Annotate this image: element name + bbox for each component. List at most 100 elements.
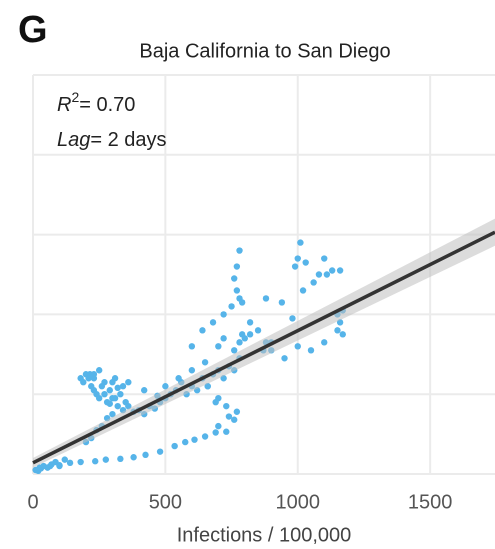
point	[95, 367, 103, 374]
x-tick-label: 0	[27, 491, 38, 513]
point	[328, 267, 336, 274]
point	[254, 327, 262, 334]
point	[111, 375, 119, 382]
point	[90, 371, 98, 378]
point	[188, 367, 196, 374]
point	[231, 275, 238, 282]
point	[125, 379, 132, 386]
point	[294, 343, 301, 350]
r-symbol: R	[57, 94, 71, 116]
point	[101, 391, 108, 398]
point	[109, 394, 116, 402]
lag: Lag= 2 days	[57, 129, 167, 151]
point	[77, 458, 84, 466]
point	[238, 331, 246, 338]
x-tick-label: 500	[149, 491, 182, 513]
point	[101, 379, 108, 386]
r-squared: R2= 0.70	[57, 89, 135, 117]
point	[175, 375, 182, 382]
point	[294, 255, 301, 262]
point	[323, 271, 331, 278]
point	[233, 408, 241, 415]
point	[188, 343, 196, 350]
point	[106, 400, 113, 407]
point	[231, 347, 238, 354]
r-exponent: 2	[71, 89, 79, 105]
point	[142, 451, 149, 459]
x-axis-label: Infections / 100,000	[177, 524, 352, 546]
point	[52, 458, 59, 466]
point	[109, 410, 116, 418]
point	[125, 402, 132, 410]
point	[339, 331, 346, 338]
point	[236, 247, 243, 254]
point	[215, 343, 222, 350]
point	[246, 331, 254, 338]
point	[199, 327, 206, 334]
point	[215, 422, 222, 430]
point	[130, 454, 137, 461]
confidence-band	[33, 218, 495, 468]
point	[223, 428, 230, 435]
point	[66, 459, 74, 467]
point	[321, 339, 328, 346]
point	[102, 456, 110, 463]
point	[302, 259, 309, 266]
point	[297, 239, 304, 246]
point	[278, 299, 286, 306]
point	[212, 398, 219, 406]
point	[223, 402, 230, 410]
point	[117, 455, 124, 463]
point	[201, 359, 209, 366]
point	[225, 413, 233, 420]
point	[106, 387, 113, 394]
point	[80, 379, 87, 386]
point	[220, 335, 227, 342]
point	[246, 319, 254, 326]
point	[156, 448, 164, 455]
point	[315, 271, 323, 278]
point	[281, 355, 288, 362]
point	[233, 287, 241, 294]
point	[162, 383, 169, 390]
point	[336, 267, 344, 274]
point	[262, 295, 270, 302]
point	[95, 394, 103, 402]
point	[220, 311, 227, 318]
lag-symbol: Lag	[57, 129, 90, 151]
point	[201, 433, 209, 440]
point	[204, 383, 211, 390]
point	[310, 279, 317, 286]
marks	[32, 218, 495, 475]
point	[299, 287, 307, 294]
point	[182, 438, 189, 446]
point	[212, 429, 219, 436]
point	[61, 456, 68, 463]
point	[334, 327, 341, 334]
point	[140, 387, 148, 394]
x-tick-label: 1000	[276, 491, 321, 513]
point	[291, 263, 299, 270]
point	[321, 255, 328, 262]
x-tick-label: 1500	[408, 491, 453, 513]
lag-value: = 2 days	[90, 129, 166, 151]
chart-title: Baja California to San Diego	[139, 40, 390, 62]
point	[233, 263, 241, 270]
point	[236, 339, 243, 346]
point	[238, 299, 246, 306]
point	[117, 391, 124, 398]
point	[209, 319, 217, 326]
r-value: = 0.70	[79, 94, 135, 116]
point	[307, 347, 315, 354]
point	[119, 383, 127, 390]
point	[191, 436, 198, 443]
point	[92, 458, 99, 465]
fit-line	[32, 230, 495, 465]
point	[231, 416, 238, 423]
grid: 0 500 1000 1500	[27, 74, 495, 513]
panel-label: G	[18, 9, 48, 51]
point	[56, 462, 63, 470]
point	[289, 315, 296, 322]
